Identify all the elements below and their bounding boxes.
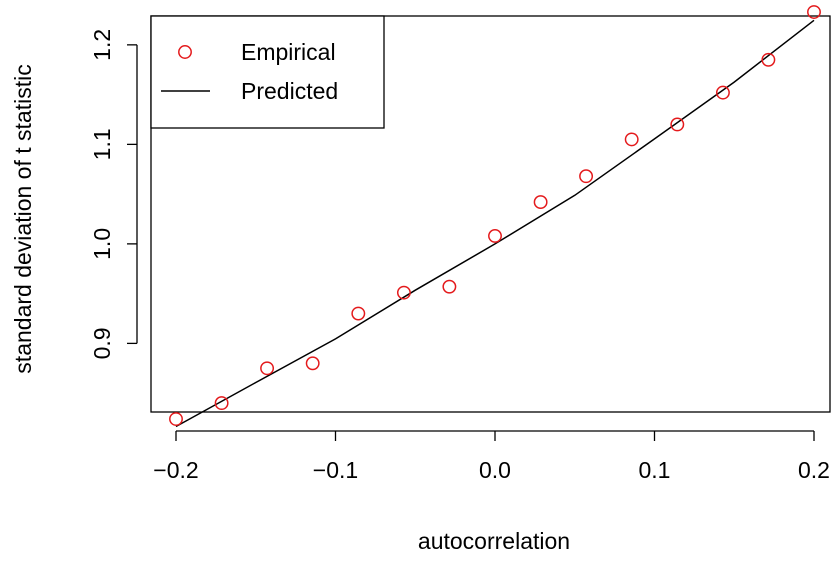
empirical-point (670, 117, 685, 132)
x-tick-label: 0.1 (639, 457, 671, 483)
x-tick-label: −0.1 (313, 457, 358, 483)
legend-predicted-label: Predicted (241, 78, 338, 104)
empirical-point (351, 306, 366, 321)
empirical-point (169, 412, 183, 426)
legend: Empirical Predicted (150, 15, 385, 129)
empirical-point (533, 195, 548, 210)
empirical-point (761, 52, 776, 67)
y-tick-label: 1.1 (89, 128, 115, 160)
empirical-point (579, 169, 594, 184)
empirical-point (214, 396, 229, 411)
y-axis-label: standard deviation of t statistic (10, 64, 36, 373)
predicted-line (175, 19, 815, 428)
x-tick-label: 0.0 (479, 457, 511, 483)
empirical-point (260, 361, 275, 376)
legend-empirical-label: Empirical (241, 39, 336, 65)
empirical-point (807, 5, 821, 19)
y-tick-label: 1.0 (89, 228, 115, 260)
empirical-point (305, 356, 320, 371)
plot-frame (150, 15, 831, 413)
y-tick-label: 1.2 (89, 29, 115, 61)
empirical-point (488, 228, 502, 243)
legend-empirical-marker (178, 45, 192, 59)
empirical-point (624, 132, 639, 147)
empirical-point (715, 85, 730, 100)
x-tick-label: 0.2 (798, 457, 830, 483)
empirical-point (396, 285, 411, 300)
empirical-point (442, 279, 457, 294)
x-tick-label: −0.2 (153, 457, 198, 483)
x-axis-label: autocorrelation (418, 528, 570, 554)
plot-area (169, 5, 821, 428)
y-tick-label: 0.9 (89, 327, 115, 359)
legend-box (150, 15, 385, 129)
axes: −0.2 −0.1 0.0 0.1 0.2 0.9 1.0 1.1 1.2 (89, 15, 831, 483)
